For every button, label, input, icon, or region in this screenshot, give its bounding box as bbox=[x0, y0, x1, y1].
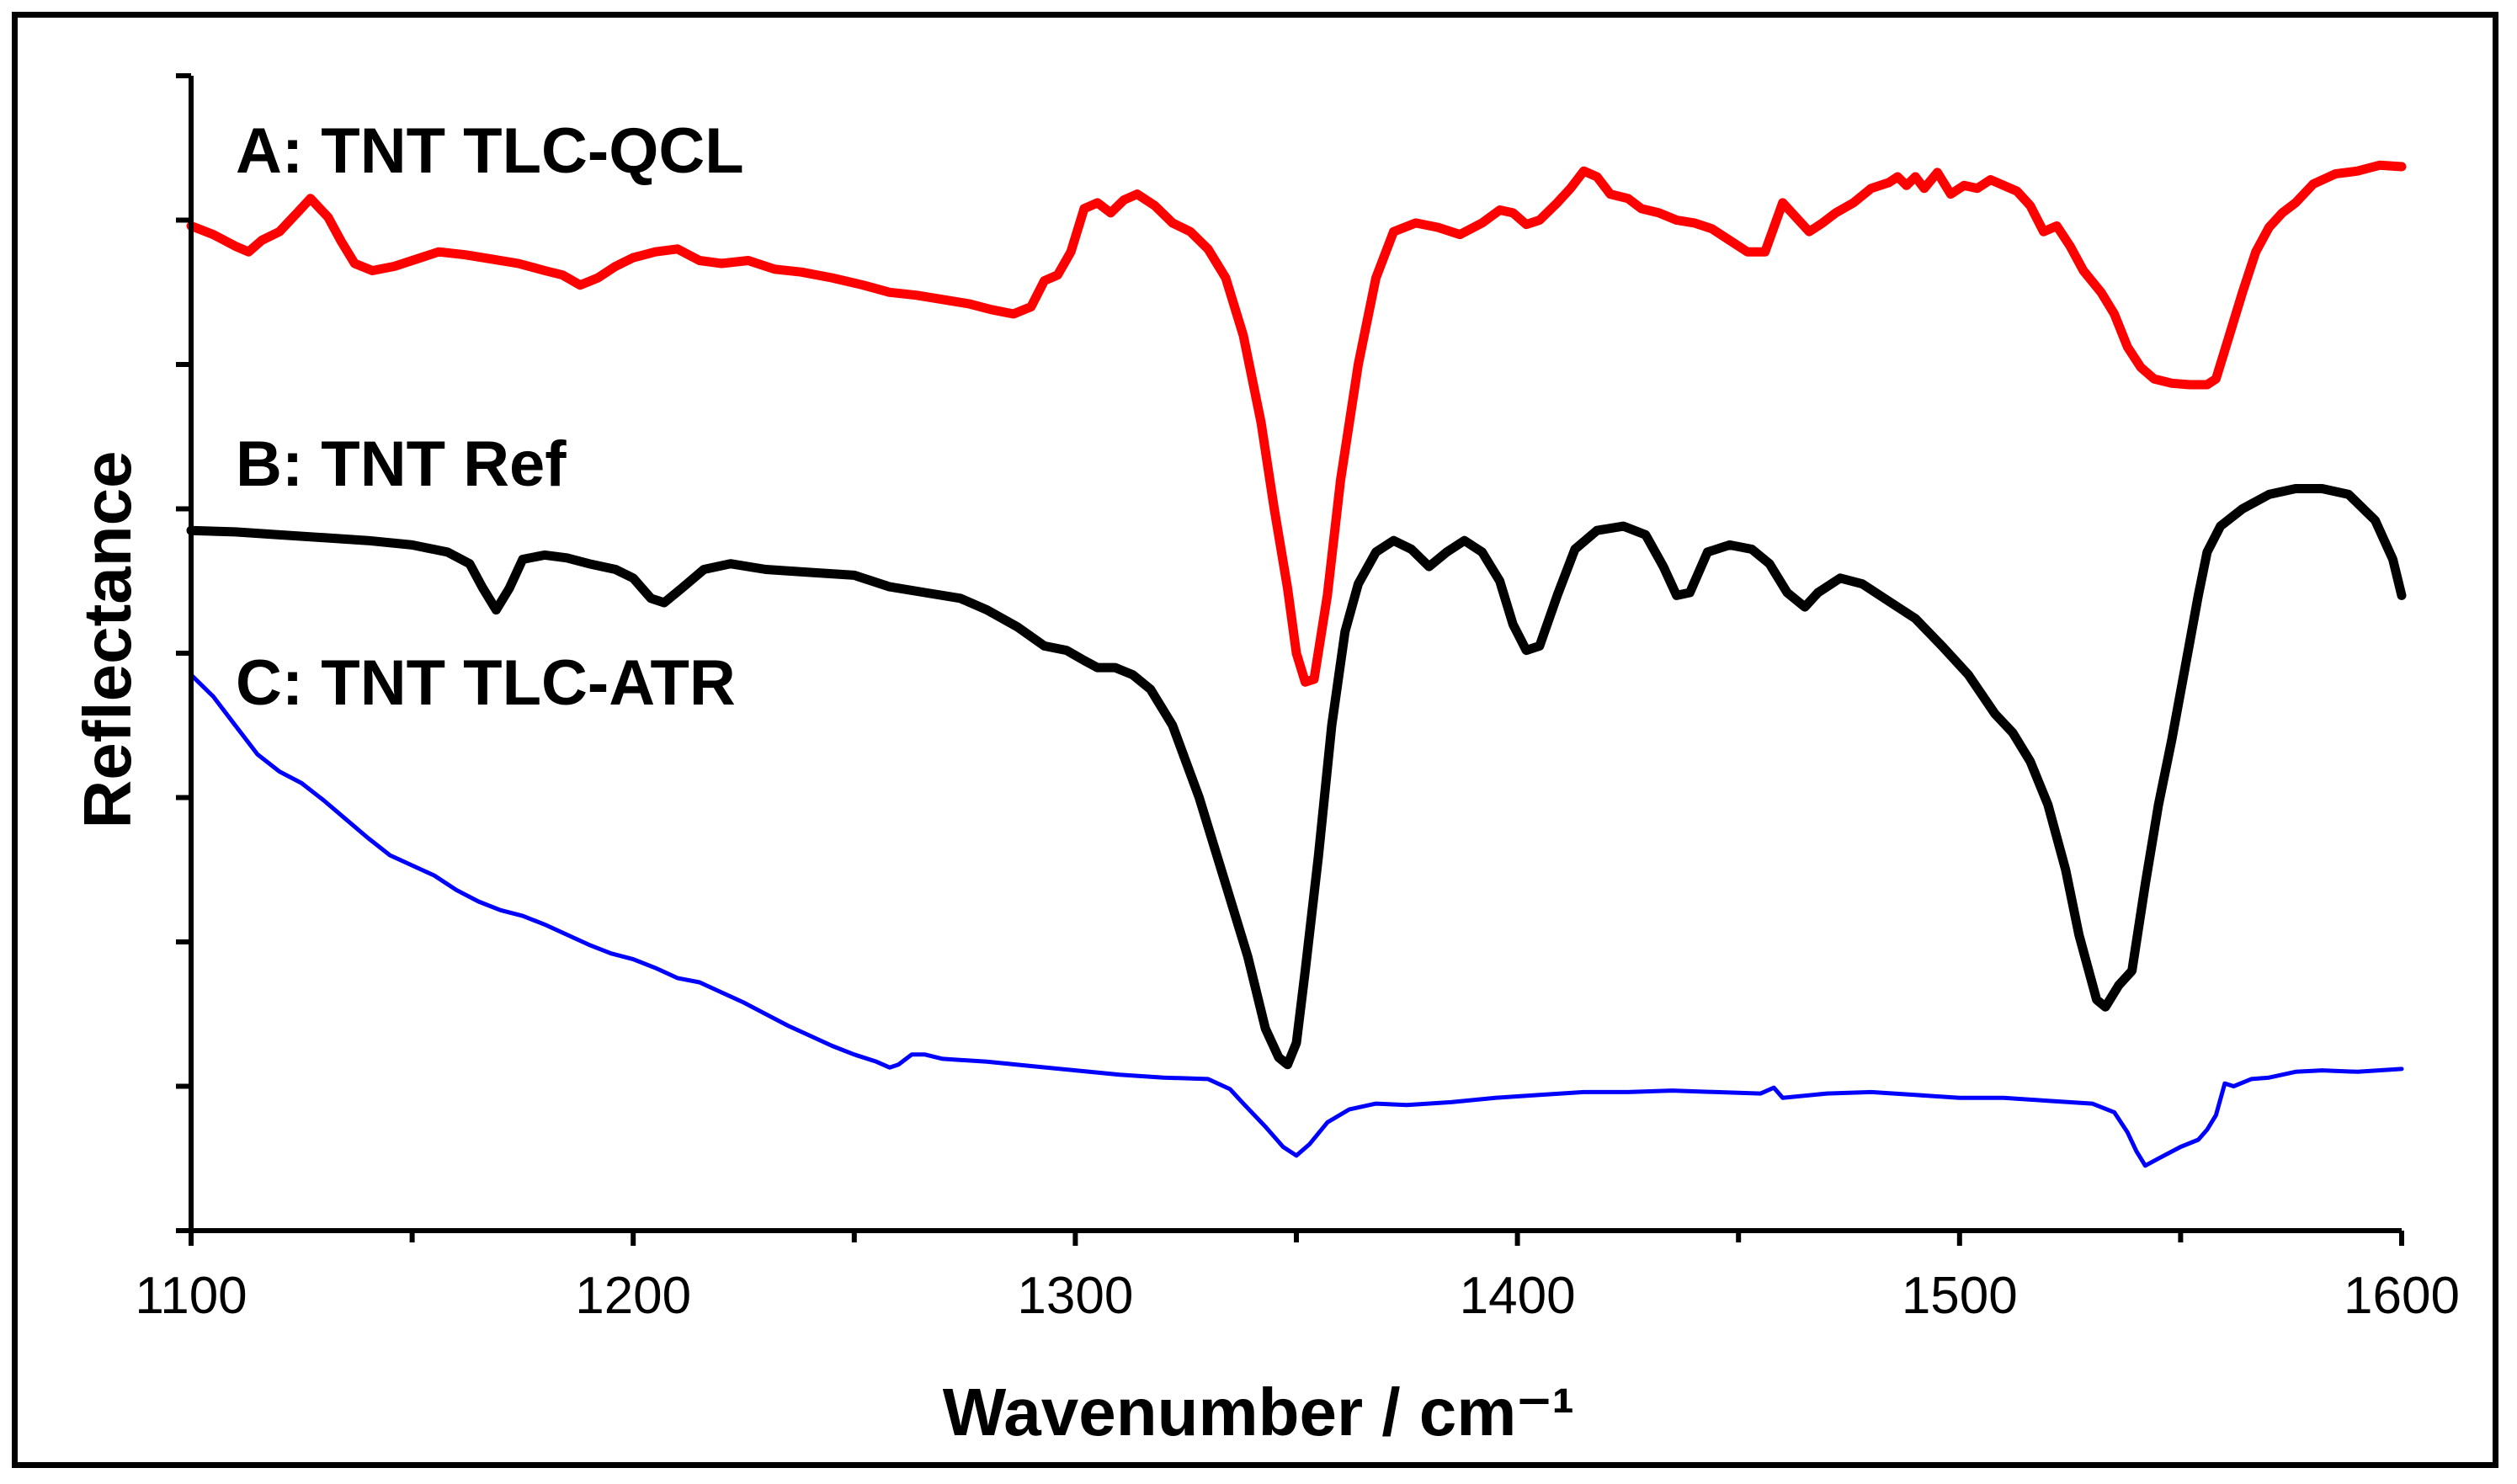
x-tick-label: 1400 bbox=[1460, 1267, 1576, 1325]
series-label-a: A: TNT TLC-QCL bbox=[236, 115, 744, 187]
x-axis-title: Wavenumber / cm⁻¹ bbox=[943, 1375, 1575, 1449]
axis-layer: 1100 1200 1300 1400 1500 1600 bbox=[135, 73, 2460, 1325]
series-line-a bbox=[186, 160, 2407, 687]
x-tick-label: 1600 bbox=[2344, 1267, 2460, 1325]
x-tick-label: 1500 bbox=[1902, 1267, 2018, 1325]
x-tick-label: 1100 bbox=[135, 1267, 247, 1325]
series-line-c bbox=[189, 673, 2404, 1168]
x-tick-label: 1300 bbox=[1017, 1267, 1133, 1325]
series-line-b bbox=[186, 484, 2407, 1070]
series-label-c: C: TNT TLC-ATR bbox=[236, 647, 736, 719]
y-axis-title: Reflectance bbox=[70, 450, 145, 828]
series-label-b: B: TNT Ref bbox=[236, 428, 567, 500]
series-layer bbox=[186, 160, 2407, 1168]
x-tick-label: 1200 bbox=[575, 1267, 691, 1325]
chart-frame bbox=[12, 12, 2498, 1468]
